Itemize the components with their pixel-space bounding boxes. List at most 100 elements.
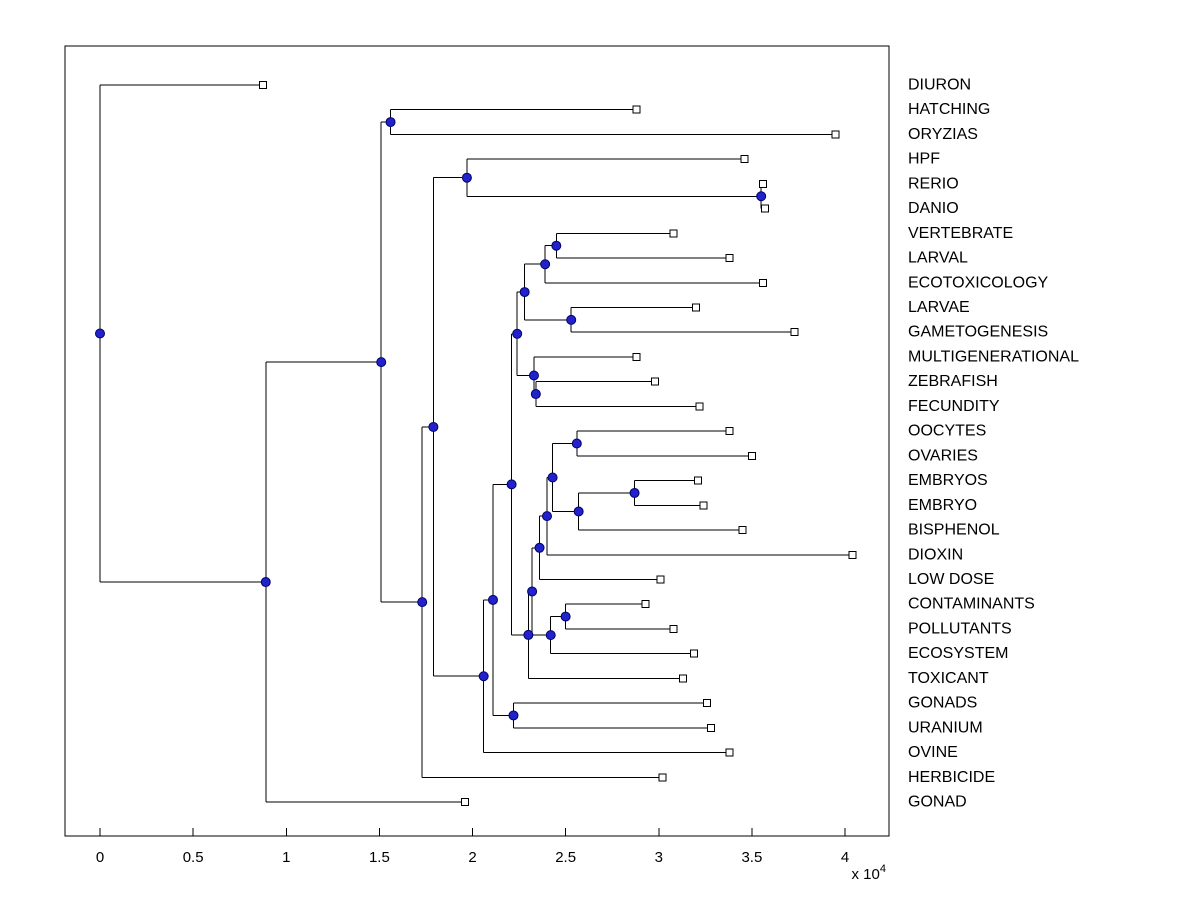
leaf-marker [669, 624, 678, 633]
cluster-node-dot [530, 389, 541, 400]
leaf-label: ZEBRAFISH [908, 373, 998, 390]
leaf-label: GONADS [908, 695, 977, 712]
cluster-node-dot [376, 357, 387, 368]
cluster-node-dot [571, 438, 582, 449]
cluster-node-dot [461, 172, 472, 183]
leaf-marker [759, 278, 768, 287]
leaf-marker [738, 526, 747, 535]
cluster-node-dot [385, 117, 396, 128]
leaf-marker [651, 377, 660, 386]
leaf-label: GONAD [908, 793, 967, 810]
cluster-node-dot [542, 511, 552, 522]
x-axis-tick-label: 3 [655, 849, 663, 866]
leaf-marker [831, 130, 840, 139]
x-axis-multiplier-label: x 104 [852, 863, 886, 883]
leaf-label: OOCYTES [908, 423, 986, 440]
leaf-marker [656, 575, 665, 584]
leaf-label: HPF [908, 151, 940, 168]
leaf-label: VERTEBRATE [908, 225, 1013, 242]
cluster-node-dot [523, 629, 534, 640]
leaf-marker [658, 773, 667, 782]
leaf-marker [699, 501, 708, 510]
leaf-marker [695, 402, 704, 411]
cluster-node-dot [512, 328, 523, 339]
leaf-label: EMBRYO [908, 497, 977, 514]
x-axis-tick-label: 0 [96, 849, 104, 866]
multiplier-base: x 10 [852, 866, 880, 883]
leaf-label: OVARIES [908, 447, 978, 464]
leaf-label: MULTIGENERATIONAL [908, 348, 1079, 365]
leaf-label: ECOSYSTEM [908, 645, 1008, 662]
leaf-marker [693, 476, 702, 485]
leaf-label: URANIUM [908, 719, 983, 736]
leaf-marker [725, 748, 734, 757]
cluster-node-dot [527, 586, 538, 597]
leaf-marker [641, 600, 650, 609]
leaf-marker [747, 451, 756, 460]
leaf-labels: DIURON HATCHING ORYZIAS HPF RERIO DANIO VERTEB… [908, 77, 1079, 811]
leaf-label: FECUNDITY [908, 398, 1000, 415]
cluster-node-dot [756, 191, 767, 202]
x-axis-tick-label: 2.5 [555, 849, 576, 866]
cluster-node-dot [551, 240, 562, 251]
leaf-marker [725, 427, 734, 436]
leaf-label: ORYZIAS [908, 126, 978, 143]
leaf-label: LOW DOSE [908, 571, 994, 588]
cluster-node-dot [545, 630, 556, 641]
leaf-label: DIURON [908, 77, 971, 94]
cluster-node-dot [487, 594, 498, 605]
cluster-node-dot [506, 479, 517, 490]
cluster-node-dot [560, 611, 571, 622]
cluster-node-dot [540, 259, 551, 270]
cluster-node-dot [573, 506, 584, 517]
leaf-marker [690, 649, 699, 658]
x-axis-tick-label: 4 [841, 849, 849, 866]
cluster-node-dot [417, 597, 428, 608]
leaf-marker [848, 550, 857, 559]
leaf-marker [706, 723, 715, 732]
cluster-node-dot [428, 421, 439, 432]
cluster-node-dot [260, 577, 271, 588]
leaf-marker [760, 204, 769, 213]
leaf-label: HATCHING [908, 101, 990, 118]
x-axis-tick-label: 3.5 [741, 849, 762, 866]
cluster-node-dot [566, 314, 577, 325]
cluster-node-dot [478, 671, 489, 682]
leaf-label: DIOXIN [908, 546, 963, 563]
plot-border [64, 45, 890, 837]
leaf-label: RERIO [908, 175, 959, 192]
leaf-marker [632, 105, 641, 114]
leaf-label: POLLUTANTS [908, 620, 1012, 637]
x-axis-tick-label: 2 [468, 849, 476, 866]
cluster-node-dot [508, 710, 519, 721]
leaf-label: OVINE [908, 744, 958, 761]
leaf-marker [759, 179, 768, 188]
leaf-marker [678, 674, 687, 683]
leaf-label: CONTAMINANTS [908, 596, 1035, 613]
cluster-node-dot [547, 472, 558, 483]
leaf-marker [258, 81, 267, 89]
leaf-label: HERBICIDE [908, 769, 995, 786]
cluster-node-dot [629, 487, 640, 498]
leaf-label: DANIO [908, 200, 959, 217]
leaf-label: LARVAL [908, 250, 968, 267]
leaf-marker [669, 229, 678, 238]
cluster-node-dot [534, 542, 545, 553]
leaf-marker [725, 254, 734, 263]
axes: 0 0.5 1 1.5 2 2.5 3 3.5 4x 104 [64, 45, 890, 883]
leaf-label: TOXICANT [908, 670, 989, 687]
x-axis-tick-label: 1.5 [369, 849, 390, 866]
x-axis-tick-label: 0.5 [183, 849, 204, 866]
x-axis-tick-label: 1 [282, 849, 290, 866]
leaf-label: GAMETOGENESIS [908, 324, 1048, 341]
leaf-label: EMBRYOS [908, 472, 988, 489]
leaf-marker [692, 303, 700, 312]
leaf-label: BISPHENOL [908, 522, 1000, 539]
leaf-marker [632, 352, 641, 361]
leaf-marker [740, 155, 749, 164]
multiplier-exponent: 4 [880, 863, 886, 875]
leaf-marker [461, 797, 470, 806]
tree-markers [95, 81, 857, 806]
